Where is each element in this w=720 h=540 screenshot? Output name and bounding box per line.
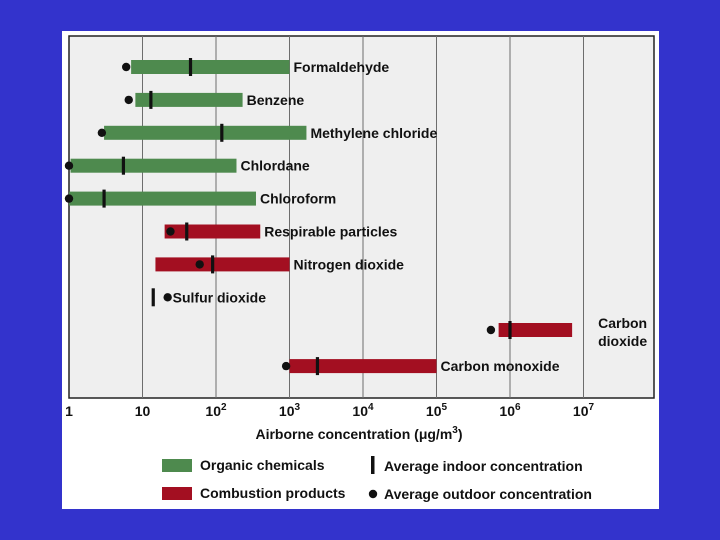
bar-label-nitrogen-dioxide: Nitrogen dioxide — [294, 256, 405, 272]
bar-label-carbon-monoxide: Carbon monoxide — [441, 358, 560, 374]
bar-label-methylene-chloride: Methylene chloride — [310, 125, 437, 141]
bar-label-formaldehyde: Formaldehyde — [294, 59, 390, 75]
legend-label-outdoor: Average outdoor concentration — [384, 486, 592, 502]
indoor-marker-sulfur-dioxide — [151, 288, 155, 307]
indoor-marker-carbon-monoxide — [315, 357, 320, 376]
indoor-marker-formaldehyde — [188, 58, 193, 76]
indoor-marker-chlordane — [121, 156, 126, 175]
bar-respirable-particles — [164, 224, 261, 239]
indoor-marker-methylene-chloride — [220, 123, 224, 142]
x-tick-label: 106 — [499, 402, 521, 419]
bar-chlordane — [70, 158, 237, 173]
plot-area — [68, 35, 655, 399]
bar-label-sulfur-dioxide: Sulfur dioxide — [173, 289, 267, 305]
x-tick-label: 107 — [573, 402, 595, 419]
x-tick-label: 104 — [352, 402, 374, 419]
x-axis-label: Airborne concentration (μg/m3) — [255, 425, 462, 442]
bar-label-chloroform: Chloroform — [260, 191, 336, 207]
bar-label-carbon-dioxide-line1: Carbon — [598, 315, 647, 331]
outdoor-marker-chloroform — [64, 194, 74, 203]
legend-label-combustion: Combustion products — [200, 485, 346, 501]
legend-swatch-combustion — [162, 487, 192, 500]
bar-label-respirable-particles: Respirable particles — [264, 224, 397, 240]
x-tick-label: 1 — [65, 403, 73, 419]
outdoor-marker-formaldehyde — [121, 62, 131, 72]
legend-label-indoor: Average indoor concentration — [384, 458, 583, 474]
bar-formaldehyde — [131, 60, 290, 74]
outdoor-marker-carbon-dioxide — [486, 325, 496, 335]
legend-indoor-marker — [371, 456, 375, 474]
bar-carbon-dioxide — [498, 323, 573, 337]
indoor-marker-benzene — [149, 90, 153, 109]
bar-benzene — [135, 92, 243, 107]
bar-label-chlordane: Chlordane — [240, 158, 309, 174]
bar-chloroform — [69, 191, 256, 206]
bar-label-carbon-dioxide-line2: dioxide — [598, 333, 647, 349]
bar-carbon-monoxide — [289, 359, 437, 374]
chart-card: Formaldehyde Benzene Methylene chloride Chl… — [62, 31, 659, 509]
legend-swatch-organic — [162, 459, 192, 472]
legend-label-organic: Organic chemicals — [200, 457, 325, 473]
indoor-marker-nitrogen-dioxide — [211, 255, 215, 274]
indoor-marker-carbon-dioxide — [508, 321, 512, 339]
outdoor-marker-carbon-monoxide — [281, 361, 291, 371]
outdoor-marker-chlordane — [64, 161, 74, 170]
outdoor-marker-respirable-particles — [166, 227, 175, 236]
bar-label-benzene: Benzene — [247, 92, 305, 108]
indoor-marker-chloroform — [102, 189, 106, 208]
outdoor-marker-nitrogen-dioxide — [195, 260, 204, 269]
bar-nitrogen-dioxide — [155, 257, 290, 272]
x-tick-label: 10 — [135, 403, 151, 419]
x-tick-label: 102 — [205, 402, 227, 419]
x-tick-label: 103 — [279, 402, 301, 419]
chart: Formaldehyde Benzene Methylene chloride Chl… — [64, 35, 655, 502]
outdoor-marker-sulfur-dioxide — [163, 293, 172, 302]
legend-outdoor-marker — [368, 489, 378, 499]
outdoor-marker-benzene — [124, 95, 133, 105]
legend: Organic chemicals Combustion products Aver… — [162, 456, 592, 502]
bar-methylene-chloride — [104, 125, 307, 140]
outdoor-marker-methylene-chloride — [97, 128, 107, 137]
indoor-marker-respirable-particles — [185, 222, 189, 241]
x-tick-label: 105 — [426, 402, 448, 419]
